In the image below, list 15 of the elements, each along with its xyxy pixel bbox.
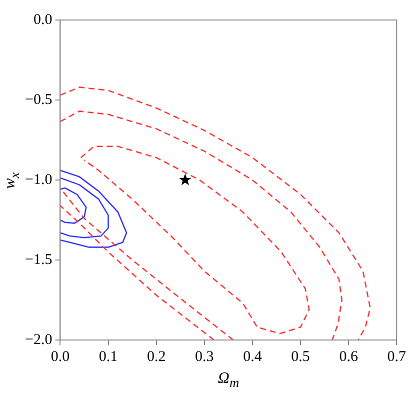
y-tick-label: −0.5 bbox=[24, 92, 52, 108]
y-tick-label: −1.5 bbox=[24, 252, 52, 268]
x-tick-label: 0.3 bbox=[195, 348, 214, 365]
x-tick-label: 0.7 bbox=[387, 348, 406, 365]
x-tick-label: 0.0 bbox=[50, 348, 70, 365]
y-tick-label: 0.0 bbox=[33, 12, 52, 28]
x-tick-label: 0.6 bbox=[339, 348, 358, 365]
x-tick-label: 0.1 bbox=[98, 348, 118, 365]
x-axis-title: Ω$_{m}$ bbox=[216, 370, 240, 391]
y-tick-label: −2.0 bbox=[24, 332, 52, 348]
x-tick-label: 0.2 bbox=[146, 348, 166, 365]
y-tick-label: −1.0 bbox=[24, 172, 52, 188]
x-tick-label: 0.5 bbox=[291, 348, 310, 365]
line-series bbox=[80, 146, 310, 334]
x-tick-label: 0.4 bbox=[243, 348, 262, 365]
